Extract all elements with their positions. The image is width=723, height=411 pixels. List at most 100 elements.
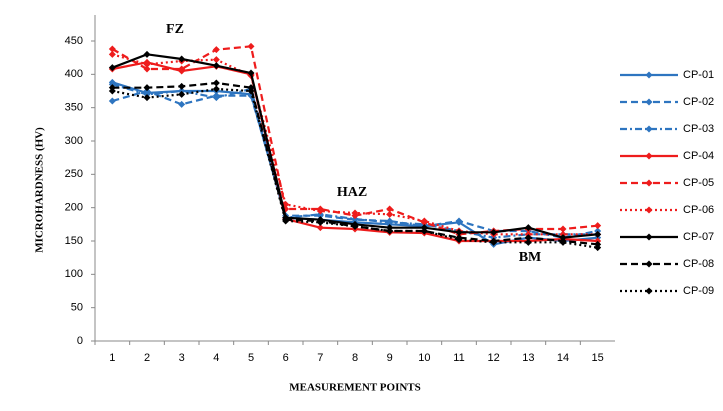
legend-marker: [645, 287, 653, 295]
point: [108, 97, 116, 105]
point: [490, 228, 498, 236]
point: [143, 60, 151, 68]
annotation: HAZ: [337, 185, 367, 200]
x-tick-label: 7: [317, 352, 323, 364]
y-tick-label: 450: [65, 35, 83, 47]
point: [559, 225, 567, 233]
point: [212, 62, 220, 70]
x-tick-label: 1: [109, 352, 115, 364]
y-tick-label: 250: [65, 168, 83, 180]
x-tick-label: 4: [213, 352, 219, 364]
point: [143, 65, 151, 73]
legend-marker: [645, 125, 653, 133]
annotation: BM: [519, 250, 542, 265]
legend-label: CP-01: [683, 69, 714, 81]
point: [178, 55, 186, 63]
point: [524, 238, 532, 246]
x-tick-label: 8: [352, 352, 358, 364]
point: [143, 50, 151, 58]
legend-marker: [645, 152, 653, 160]
point: [420, 217, 428, 225]
x-tick-label: 6: [283, 352, 289, 364]
point: [178, 65, 186, 73]
series-line: [112, 53, 598, 236]
y-tick-label: 50: [71, 302, 83, 314]
x-tick-label: 10: [418, 352, 430, 364]
point: [420, 227, 428, 235]
y-tick-label: 350: [65, 102, 83, 114]
legend-marker: [645, 71, 653, 79]
point: [212, 46, 220, 54]
y-axis-title: MICROHARDNESS (HV): [34, 127, 46, 253]
legend-label: CP-03: [683, 123, 714, 135]
point: [351, 209, 359, 217]
legend-label: CP-04: [683, 150, 714, 162]
point: [386, 205, 394, 213]
point: [524, 224, 532, 232]
y-tick-label: 100: [65, 268, 83, 280]
x-axis-title: MEASUREMENT POINTS: [289, 382, 421, 394]
legend-label: CP-08: [683, 258, 714, 270]
point: [108, 45, 116, 53]
x-tick-label: 13: [522, 352, 534, 364]
point: [455, 236, 463, 244]
y-tick-label: 400: [65, 68, 83, 80]
legend-label: CP-06: [683, 204, 714, 216]
x-tick-label: 3: [179, 352, 185, 364]
point: [351, 222, 359, 230]
y-tick-label: 0: [77, 335, 83, 347]
series-line: [111, 45, 598, 236]
point: [455, 217, 463, 225]
point: [490, 238, 498, 246]
x-tick-label: 14: [557, 352, 569, 364]
legend-label: CP-09: [683, 285, 714, 297]
point: [386, 227, 394, 235]
legend-label: CP-07: [683, 231, 714, 243]
legend-marker: [645, 260, 653, 268]
point: [178, 82, 186, 90]
point: [386, 210, 394, 218]
point: [594, 230, 602, 238]
point: [316, 207, 324, 215]
point: [386, 218, 394, 226]
point: [212, 56, 220, 64]
series-line: [112, 87, 598, 249]
point: [212, 79, 220, 87]
point: [282, 217, 290, 225]
x-tick-label: 12: [488, 352, 500, 364]
point: [247, 69, 255, 77]
point: [455, 228, 463, 236]
y-tick-label: 300: [65, 135, 83, 147]
x-tick-label: 15: [592, 352, 604, 364]
point: [524, 234, 532, 242]
point: [108, 50, 116, 58]
point: [247, 42, 255, 50]
legend-marker: [645, 179, 653, 187]
point: [143, 94, 151, 102]
x-tick-label: 11: [453, 352, 464, 364]
legend-marker: [645, 206, 653, 214]
point: [178, 90, 186, 98]
annotation: FZ: [166, 22, 184, 37]
point: [178, 100, 186, 108]
legend-marker: [645, 98, 653, 106]
legend-label: CP-05: [683, 177, 714, 189]
point: [316, 218, 324, 226]
point: [212, 85, 220, 93]
point: [247, 87, 255, 95]
y-tick-label: 150: [65, 235, 83, 247]
x-tick-label: 5: [248, 352, 254, 364]
point: [108, 64, 116, 72]
x-tick-label: 2: [144, 352, 150, 364]
x-tick-label: 9: [387, 352, 393, 364]
point: [108, 87, 116, 95]
point: [559, 238, 567, 246]
point: [212, 94, 220, 102]
y-tick-label: 200: [65, 202, 83, 214]
point: [316, 224, 324, 232]
legend-label: CP-02: [683, 96, 714, 108]
point: [594, 244, 602, 252]
point: [143, 84, 151, 92]
